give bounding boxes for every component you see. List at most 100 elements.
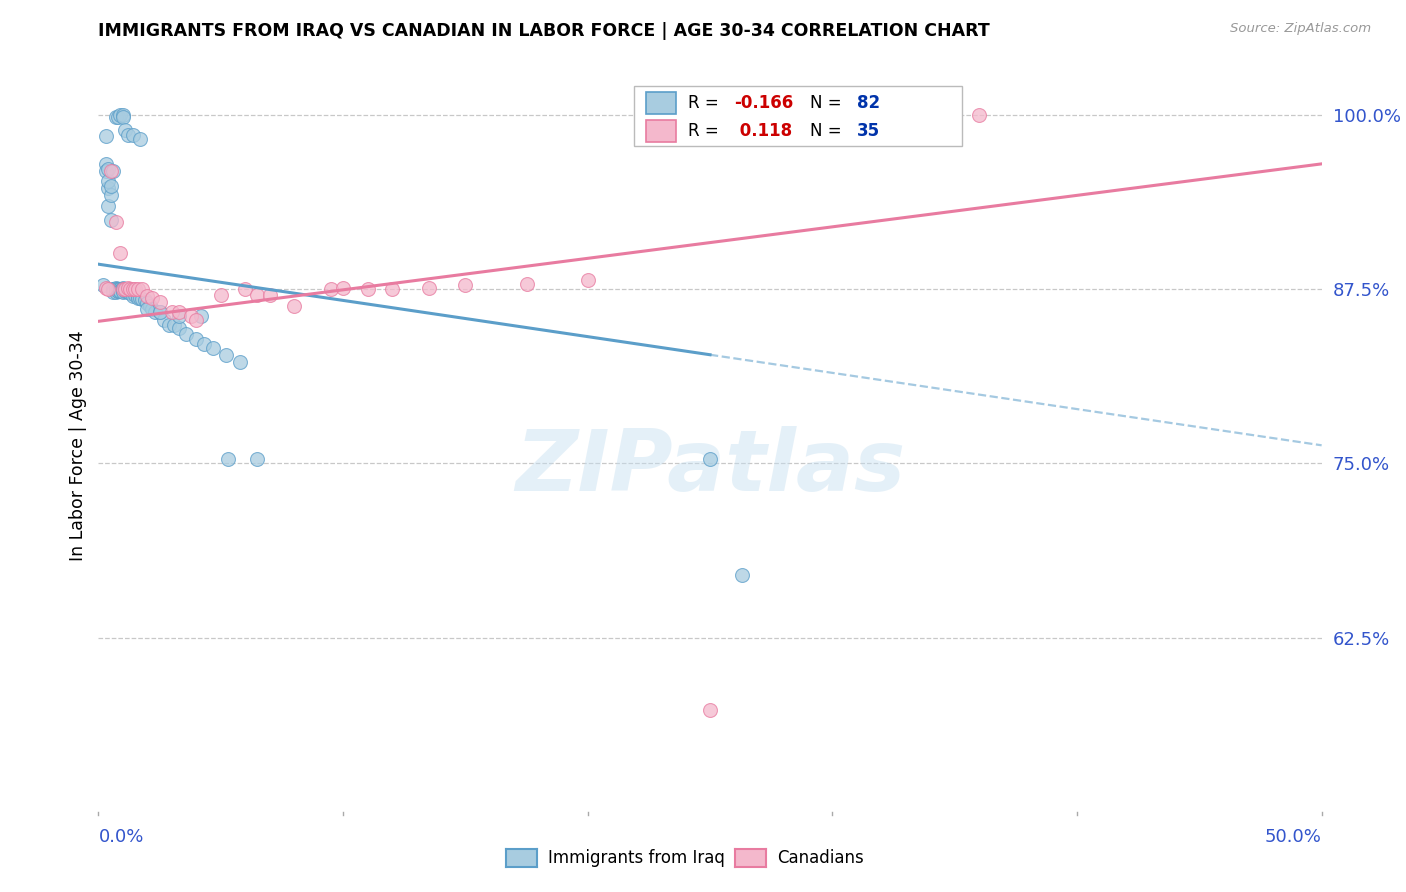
Point (124, 282, 146, 296)
Y-axis label: In Labor Force | Age 30-34: In Labor Force | Age 30-34 (69, 331, 87, 561)
Point (127, 289, 149, 303)
Point (100, 212, 122, 227)
Point (129, 291, 152, 305)
Point (104, 285, 127, 299)
Point (94, 281, 117, 295)
Text: Source: ZipAtlas.com: Source: ZipAtlas.com (1230, 22, 1371, 36)
Text: ZIPatlas: ZIPatlas (515, 426, 905, 509)
Point (246, 288, 269, 302)
Point (121, 128, 143, 142)
Text: R =: R = (688, 122, 724, 140)
Point (94, 128, 117, 143)
Text: 0.0%: 0.0% (98, 829, 143, 847)
Text: IMMIGRANTS FROM IRAQ VS CANADIAN IN LABOR FORCE | AGE 30-34 CORRELATION CHART: IMMIGRANTS FROM IRAQ VS CANADIAN IN LABO… (98, 22, 990, 40)
Point (120, 282, 142, 296)
Point (111, 281, 134, 295)
Point (186, 333, 208, 347)
Point (129, 132, 152, 146)
Point (110, 282, 132, 296)
Point (107, 282, 129, 296)
Point (136, 301, 159, 316)
Point (731, 567, 754, 582)
Point (97, 180, 120, 194)
Text: -0.166: -0.166 (734, 94, 794, 112)
Point (110, 282, 132, 296)
Point (139, 299, 162, 313)
Point (121, 282, 143, 296)
Point (141, 291, 163, 305)
Point (101, 282, 124, 296)
Point (131, 292, 153, 306)
Point (576, 272, 599, 286)
Point (233, 282, 256, 296)
Point (246, 452, 269, 467)
Point (319, 282, 342, 296)
Point (515, 277, 537, 291)
Point (143, 304, 166, 318)
Point (136, 289, 159, 303)
Text: 0.118: 0.118 (734, 122, 793, 140)
Point (111, 282, 134, 296)
Text: 35: 35 (856, 122, 880, 140)
Point (101, 285, 124, 299)
Point (332, 281, 354, 295)
Text: 82: 82 (856, 94, 880, 112)
Point (117, 128, 139, 142)
Point (454, 278, 477, 293)
Point (202, 341, 225, 355)
Point (186, 313, 208, 327)
Point (117, 285, 139, 299)
Point (110, 284, 132, 298)
Point (104, 282, 127, 296)
Point (141, 301, 163, 316)
Point (111, 110, 134, 124)
Point (97, 199, 120, 213)
Point (967, 108, 990, 122)
Text: Immigrants from Iraq: Immigrants from Iraq (548, 849, 725, 867)
Point (101, 282, 124, 296)
Point (356, 282, 378, 296)
Point (149, 294, 172, 309)
Point (97, 173, 120, 187)
Point (134, 293, 156, 308)
Point (111, 282, 134, 296)
Point (283, 299, 305, 313)
Point (217, 452, 239, 467)
Point (149, 304, 172, 318)
Text: Canadians: Canadians (778, 849, 865, 867)
Point (100, 187, 122, 202)
Point (114, 282, 136, 296)
Point (107, 282, 129, 296)
Point (193, 336, 215, 351)
Point (107, 284, 129, 298)
Point (117, 281, 139, 295)
Point (104, 110, 127, 124)
Text: R =: R = (688, 94, 724, 112)
Point (110, 284, 132, 298)
Point (111, 285, 134, 299)
Text: N =: N = (810, 94, 848, 112)
Point (180, 309, 202, 323)
Point (167, 304, 190, 318)
Point (124, 286, 146, 301)
Point (176, 326, 198, 341)
FancyBboxPatch shape (647, 120, 676, 142)
Point (101, 164, 124, 178)
Point (111, 282, 134, 296)
Point (229, 355, 252, 369)
Point (97, 162, 120, 177)
Point (117, 284, 139, 298)
Point (114, 282, 136, 296)
Point (190, 309, 212, 323)
Point (160, 304, 183, 318)
Point (163, 318, 186, 333)
Point (121, 286, 143, 301)
Point (114, 282, 136, 296)
Point (214, 348, 236, 362)
Point (100, 179, 122, 194)
Point (157, 318, 180, 333)
Point (114, 282, 136, 296)
Point (117, 282, 139, 296)
Point (127, 282, 149, 296)
Point (124, 288, 146, 302)
